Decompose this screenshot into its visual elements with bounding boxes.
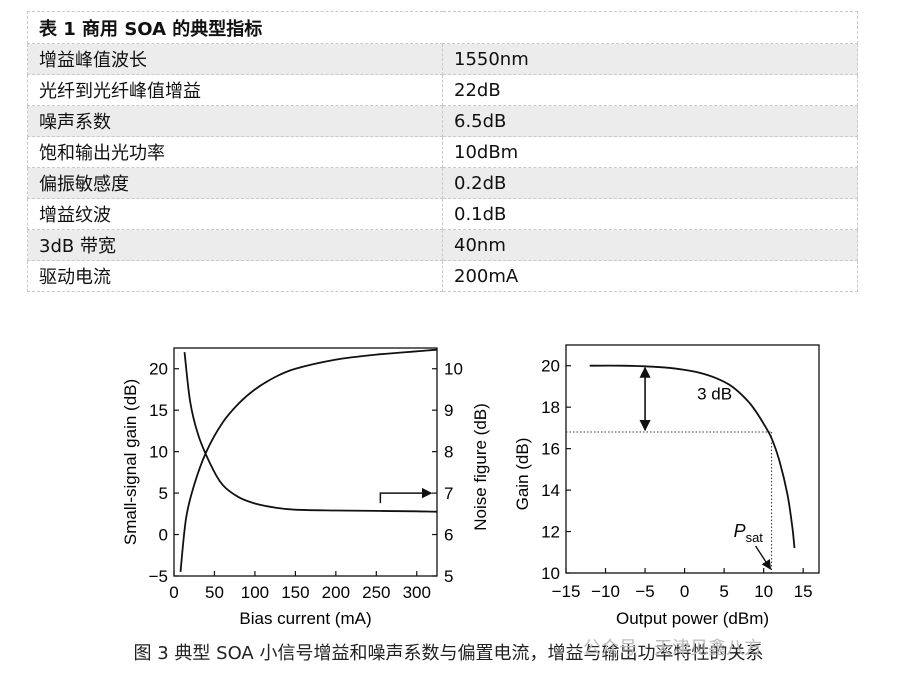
value-cell: 1550nm: [442, 43, 858, 75]
y2-tick-label: 10: [444, 360, 463, 379]
x-tick-label: 15: [794, 582, 813, 601]
y2-tick-label: 7: [444, 484, 453, 503]
watermark: 公众号 · 天津见鑫八方: [583, 638, 763, 659]
y-tick-label: 5: [159, 484, 168, 503]
plot-frame: [565, 344, 820, 574]
gain-curve: [179, 348, 438, 572]
y2-axis-label: Noise figure (dB): [471, 403, 490, 531]
param-cell: 噪声系数: [27, 105, 443, 137]
y-tick-label: 20: [541, 357, 560, 376]
x-tick-label: 0: [169, 583, 178, 602]
x-tick-label: −5: [635, 582, 654, 601]
table-row: 饱和输出光功率 10dBm: [27, 136, 858, 168]
y-tick-label: 14: [541, 481, 560, 500]
value-cell: 6.5dB: [442, 105, 858, 137]
x-tick-label: 50: [205, 583, 224, 602]
x-tick-label: 300: [403, 583, 431, 602]
plot-frame: [173, 347, 438, 577]
table-row: 3dB 带宽 40nm: [27, 229, 858, 261]
y2-tick-label: 6: [444, 526, 453, 545]
x-tick-label: 10: [754, 582, 773, 601]
y-tick-label: 18: [541, 398, 560, 417]
table-row: 驱动电流 200mA: [27, 260, 858, 292]
table-row: 增益纹波 0.1dB: [27, 198, 858, 230]
y2-tick-label: 9: [444, 401, 453, 420]
y-axis-label: Gain (dB): [513, 438, 532, 511]
value-cell: 10dBm: [442, 136, 858, 168]
x-tick-label: 5: [719, 582, 728, 601]
soa-spec-table: 表 1 商用 SOA 的典型指标 增益峰值波长 1550nm 光纤到光纤峰值增益 2…: [27, 11, 858, 292]
param-cell: 光纤到光纤峰值增益: [27, 74, 443, 106]
x-tick-label: 150: [281, 583, 309, 602]
param-cell: 增益峰值波长: [27, 43, 443, 75]
value-cell: 200mA: [442, 260, 858, 292]
y-axis-label: Small-signal gain (dB): [121, 379, 140, 545]
psat-pointer-arrow: [754, 545, 772, 570]
value-cell: 22dB: [442, 74, 858, 106]
table-row: 光纤到光纤峰值增益 22dB: [27, 74, 858, 106]
psat-label: Psat: [734, 521, 764, 545]
figure-caption: 图 3 典型 SOA 小信号增益和噪声系数与偏置电流，增益与输出功率特性的关系: [133, 643, 764, 664]
param-cell: 驱动电流: [27, 260, 443, 292]
y-tick-label: −5: [149, 567, 168, 586]
y-tick-label: 12: [541, 523, 560, 542]
output-power-chart: −15 −10 −5 0 5 10 15 10 12 14 16 18 20 Output power (…: [513, 344, 820, 628]
param-cell: 3dB 带宽: [27, 229, 443, 261]
x-tick-label: −15: [552, 582, 581, 601]
param-cell: 增益纹波: [27, 198, 443, 230]
x-tick-label: 250: [362, 583, 390, 602]
noise-figure-curve: [183, 351, 438, 513]
table-row: 增益峰值波长 1550nm: [27, 43, 858, 75]
bias-current-chart: 0 50 100 150 200 250 300−5051015205678910Bias …: [121, 347, 490, 628]
three-db-label: 3 dB: [697, 385, 732, 404]
table-row: 噪声系数 6.5dB: [27, 105, 858, 137]
y-tick-label: 15: [149, 401, 168, 420]
axis-pointer-arrow: [379, 487, 433, 504]
value-cell: 0.2dB: [442, 167, 858, 199]
gain-saturation-curve: [589, 364, 796, 549]
y-tick-label: 10: [541, 564, 560, 583]
y-tick-label: 16: [541, 440, 560, 459]
table-row: 偏振敏感度 0.2dB: [27, 167, 858, 199]
x-tick-label: 100: [241, 583, 269, 602]
x-axis-label: Output power (dBm): [616, 609, 769, 628]
param-cell: 偏振敏感度: [27, 167, 443, 199]
x-axis-label: Bias current (mA): [239, 609, 371, 628]
y-tick-label: 20: [149, 360, 168, 379]
x-tick-label: 200: [322, 583, 350, 602]
x-tick-label: −10: [591, 582, 620, 601]
value-cell: 0.1dB: [442, 198, 858, 230]
y-tick-label: 10: [149, 443, 168, 462]
y2-tick-label: 5: [444, 567, 453, 586]
table-caption: 表 1 商用 SOA 的典型指标: [27, 11, 858, 44]
param-cell: 饱和输出光功率: [27, 136, 443, 168]
y-tick-label: 0: [159, 526, 168, 545]
x-tick-label: 0: [680, 582, 689, 601]
y2-tick-label: 8: [444, 443, 453, 462]
